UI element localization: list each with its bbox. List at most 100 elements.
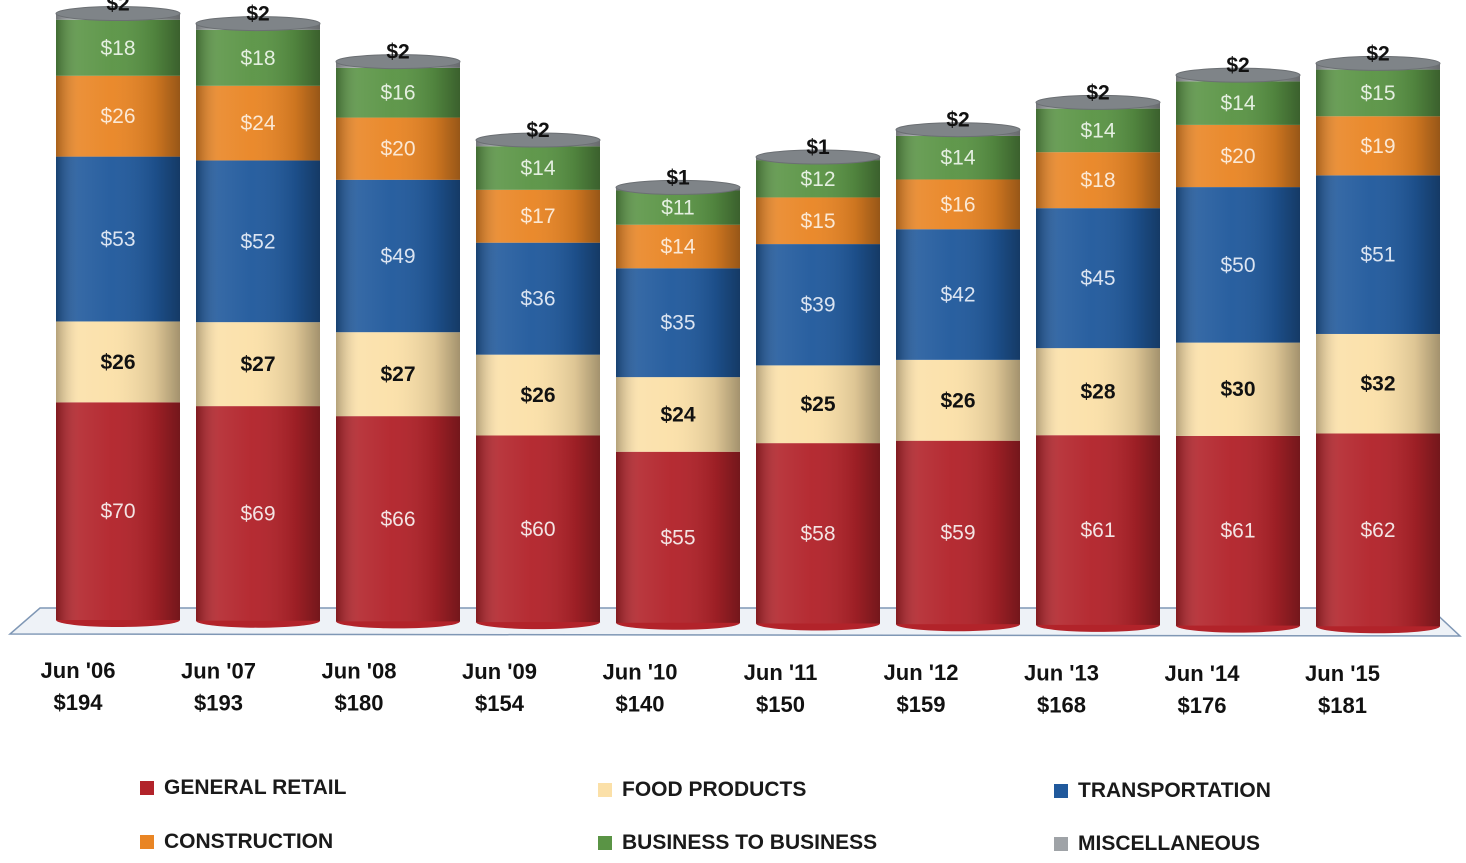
- legend-swatch: [140, 781, 154, 795]
- data-label-food-products: $27: [240, 353, 275, 376]
- legend-label: BUSINESS TO BUSINESS: [622, 831, 878, 854]
- bar-segment-shading: [336, 416, 460, 622]
- data-label-business-to-business: $11: [661, 197, 694, 220]
- data-label-food-products: $27: [380, 363, 415, 386]
- bar-top-cap: [195, 16, 321, 32]
- data-label-general-retail: $58: [800, 522, 835, 545]
- bar-top-cap: [335, 54, 461, 70]
- bar-segment-shading: [756, 244, 880, 366]
- bar-top-cap: [895, 122, 1021, 138]
- data-label-transportation: $36: [520, 288, 555, 311]
- legend-swatch: [598, 836, 612, 850]
- data-label-general-retail: $61: [1220, 520, 1255, 543]
- data-label-miscellaneous: $2: [386, 41, 409, 64]
- bar-segment-shading: [756, 197, 880, 245]
- bar-jun-12: $59 $26 $42 $16 $14 $2: [895, 109, 1021, 632]
- total-label: $150: [756, 692, 805, 717]
- data-label-general-retail: $59: [940, 521, 975, 544]
- bars-group: $70 $26 $53 $26 $18 $2 $69 $27 $52 $24 $18 $2 $66 $27…: [55, 0, 1441, 634]
- data-label-business-to-business: $12: [800, 168, 835, 191]
- bar-jun-10: $55 $24 $35 $14 $11 $1: [615, 166, 741, 630]
- total-label: $168: [1037, 692, 1086, 717]
- bar-segment-shading: [1036, 435, 1160, 625]
- bar-segment-shading: [476, 354, 600, 436]
- data-label-miscellaneous: $1: [806, 136, 830, 159]
- bar-segment-shading: [336, 67, 460, 118]
- x-tick-label: Jun '12: [884, 660, 959, 685]
- data-label-construction: $19: [1360, 135, 1395, 158]
- data-label-general-retail: $60: [520, 518, 555, 541]
- total-label: $194: [54, 690, 104, 715]
- bar-top-cap: [1035, 94, 1161, 110]
- legend-item-construction: CONSTRUCTION: [140, 830, 333, 854]
- bar-jun-13: $61 $28 $45 $18 $14 $2: [1035, 81, 1161, 632]
- data-label-food-products: $30: [1220, 378, 1255, 401]
- legend-swatch: [1054, 837, 1068, 851]
- x-tick-label: Jun '13: [1024, 660, 1099, 685]
- bar-segment-shading: [1316, 433, 1440, 627]
- data-label-food-products: $26: [100, 351, 135, 374]
- data-label-transportation: $42: [940, 284, 975, 307]
- data-label-food-products: $32: [1360, 373, 1395, 396]
- x-tick-label: Jun '10: [603, 659, 678, 684]
- bar-segment-shading: [336, 332, 460, 417]
- bar-segment-shading: [1036, 208, 1160, 349]
- data-label-transportation: $39: [800, 294, 835, 317]
- total-label: $176: [1178, 693, 1227, 718]
- data-label-construction: $15: [800, 210, 835, 233]
- bar-segment-shading: [896, 135, 1020, 180]
- bar-segment-shading: [196, 160, 320, 323]
- bar-segment-shading: [616, 377, 740, 452]
- bar-segment-shading: [756, 160, 880, 198]
- bar-top-cap: [615, 179, 741, 195]
- bar-jun-09: $60 $26 $36 $17 $14 $2: [475, 119, 601, 630]
- bar-top-cap: [1315, 55, 1441, 71]
- bar-segment-shading: [896, 440, 1020, 625]
- data-label-food-products: $26: [520, 384, 555, 407]
- data-label-general-retail: $69: [240, 502, 275, 525]
- data-label-business-to-business: $18: [240, 47, 275, 70]
- data-label-food-products: $28: [1080, 381, 1115, 404]
- data-label-construction: $20: [380, 138, 415, 161]
- data-label-transportation: $49: [380, 245, 415, 268]
- data-label-general-retail: $62: [1360, 519, 1395, 542]
- legend-item-miscellaneous: MISCELLANEOUS: [1054, 832, 1260, 856]
- legend-item-transportation: TRANSPORTATION: [1054, 779, 1271, 803]
- total-label: $154: [475, 691, 525, 716]
- bar-segment-shading: [56, 19, 180, 76]
- bar-segment-shading: [1316, 175, 1440, 334]
- bar-segment-shading: [896, 359, 1020, 441]
- data-label-business-to-business: $18: [100, 37, 135, 60]
- data-label-miscellaneous: $2: [1366, 42, 1389, 65]
- bar-jun-11: $58 $25 $39 $15 $12 $1: [755, 136, 881, 631]
- bar-segment-shading: [616, 268, 740, 378]
- data-label-construction: $18: [1080, 169, 1115, 192]
- data-label-miscellaneous: $2: [246, 3, 269, 26]
- total-label: $140: [616, 691, 665, 716]
- bar-segment-shading: [196, 85, 320, 161]
- bar-jun-08: $66 $27 $49 $20 $16 $2: [335, 41, 461, 629]
- bar-segment-shading: [1176, 435, 1300, 626]
- data-label-general-retail: $66: [380, 508, 415, 531]
- bar-segment-shading: [476, 189, 600, 243]
- legend-swatch: [1054, 784, 1068, 798]
- data-label-miscellaneous: $2: [526, 119, 549, 142]
- bar-segment-shading: [1176, 342, 1300, 436]
- bar-jun-07: $69 $27 $52 $24 $18 $2: [195, 3, 321, 628]
- x-tick-label: Jun '07: [181, 658, 256, 683]
- bar-segment-shading: [1036, 152, 1160, 209]
- bar-segment-shading: [1176, 187, 1300, 343]
- data-label-business-to-business: $14: [1080, 119, 1115, 142]
- legend-label: FOOD PRODUCTS: [622, 778, 807, 801]
- total-label: $159: [897, 692, 946, 717]
- data-label-transportation: $52: [240, 230, 275, 253]
- x-tick-label: Jun '14: [1165, 661, 1241, 686]
- data-label-food-products: $26: [940, 389, 975, 412]
- bar-segment-shading: [896, 229, 1020, 360]
- data-label-general-retail: $61: [1080, 519, 1115, 542]
- data-label-construction: $17: [520, 205, 555, 228]
- data-label-transportation: $45: [1080, 267, 1115, 290]
- total-label: $193: [194, 690, 243, 715]
